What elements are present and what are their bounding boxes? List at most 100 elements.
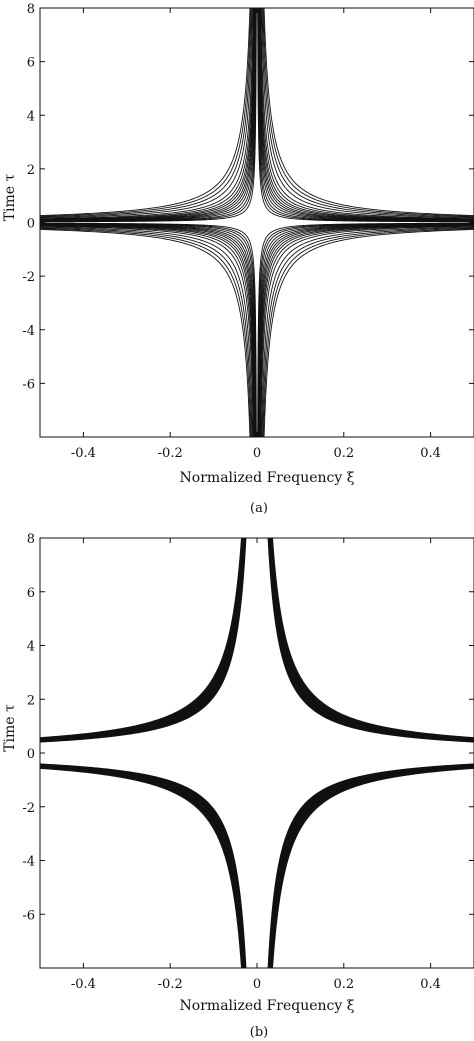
contour-line-upper-left-5 (40, 8, 256, 222)
contour-line-lower-left-14 (40, 229, 251, 437)
contour-line-lower-right-10 (270, 766, 474, 968)
panel-b-contours (40, 538, 474, 968)
y-tick-label: 6 (27, 56, 35, 71)
contour-line-lower-right-9 (259, 225, 474, 437)
y-tick-label: 4 (27, 109, 35, 124)
panel-a-x-axis-label: Normalized Frequency ξ (180, 470, 355, 486)
x-tick-label: -0.2 (158, 446, 183, 461)
panel-a: -0.4 -0.2 0 0.2 0.4 8 6 4 2 0 -2 -4 -6 Normalized F… (2, 2, 474, 516)
panel-a-x-ticks: -0.4 -0.2 0 0.2 0.4 (71, 8, 441, 461)
contour-line-lower-right-11 (261, 226, 474, 437)
y-tick-label: -6 (22, 908, 35, 923)
y-tick-label: -4 (22, 324, 35, 339)
contour-line-lower-left-8 (40, 224, 255, 437)
contour-line-upper-left-0 (40, 8, 257, 223)
contour-line-lower-left-12 (40, 766, 244, 968)
contour-line-upper-right-11 (270, 538, 474, 740)
panel-a-y-axis-label: Time τ (2, 173, 18, 221)
contour-line-lower-right-11 (270, 766, 474, 968)
contour-line-upper-left-7 (40, 8, 255, 221)
contour-line-upper-left-10 (40, 538, 244, 740)
contour-line-upper-left-1 (40, 538, 247, 743)
contour-line-upper-right-13 (262, 8, 474, 217)
x-tick-label: -0.2 (158, 977, 183, 992)
contour-line-lower-right-4 (268, 764, 474, 968)
panel-b-axes-frame (39, 537, 474, 969)
contour-line-upper-right-12 (270, 538, 474, 740)
contour-line-upper-left-9 (40, 8, 255, 220)
contour-line-upper-left-5 (40, 538, 246, 742)
contour-line-upper-right-13 (271, 538, 474, 739)
panel-a-y-ticks: 8 6 4 2 0 -2 -4 -6 (22, 2, 474, 392)
contour-line-lower-right-0 (267, 763, 474, 968)
contour-line-lower-left-9 (40, 225, 255, 437)
y-tick-label: 0 (27, 217, 35, 232)
contour-line-lower-left-8 (40, 765, 245, 968)
contour-line-upper-left-8 (40, 538, 245, 741)
contour-line-lower-left-3 (40, 223, 257, 437)
panel-a-caption: (a) (250, 501, 268, 516)
contour-line-lower-right-3 (268, 764, 474, 968)
panel-b-x-ticks: -0.4 -0.2 0 0.2 0.4 (71, 538, 441, 992)
contour-line-upper-right-7 (259, 8, 474, 221)
contour-line-lower-right-2 (257, 223, 474, 437)
contour-line-lower-right-13 (271, 767, 474, 968)
contour-line-upper-left-4 (40, 538, 246, 742)
contour-line-lower-left-1 (40, 222, 257, 437)
contour-line-upper-left-8 (40, 8, 255, 221)
x-tick-label: 0.4 (420, 977, 441, 992)
contour-line-lower-left-10 (40, 766, 244, 968)
x-tick-label: -0.4 (71, 446, 96, 461)
contour-line-lower-right-7 (269, 765, 474, 968)
contour-line-upper-right-10 (270, 538, 474, 740)
contour-line-upper-left-2 (40, 8, 257, 222)
contour-line-upper-right-7 (269, 538, 474, 741)
contour-line-upper-right-2 (268, 538, 474, 742)
contour-line-lower-right-5 (258, 223, 474, 437)
contour-line-lower-left-4 (40, 223, 256, 437)
contour-line-lower-left-7 (40, 224, 255, 437)
y-tick-label: 8 (27, 532, 35, 547)
contour-line-upper-left-1 (40, 8, 257, 223)
contour-line-lower-right-12 (270, 766, 474, 968)
contour-line-lower-left-3 (40, 764, 246, 968)
contour-line-upper-left-9 (40, 538, 244, 741)
x-tick-label: 0.2 (333, 977, 354, 992)
contour-line-upper-right-3 (257, 8, 474, 222)
y-tick-label: 6 (27, 586, 35, 601)
contour-line-upper-left-12 (40, 8, 253, 218)
panel-b-x-axis-label: Normalized Frequency ξ (180, 998, 355, 1014)
contour-line-upper-right-8 (269, 538, 474, 741)
contour-line-upper-left-2 (40, 538, 246, 742)
contour-line-upper-right-5 (268, 538, 474, 742)
contour-line-lower-left-4 (40, 764, 246, 968)
panel-b-y-axis-label: Time τ (2, 704, 18, 752)
y-tick-label: 4 (27, 640, 35, 655)
contour-line-upper-left-0 (40, 538, 247, 743)
panel-a-contours (40, 8, 474, 437)
contour-line-upper-right-0 (267, 538, 474, 743)
contour-line-upper-left-12 (40, 538, 244, 740)
contour-line-lower-right-10 (260, 225, 474, 437)
contour-line-upper-left-3 (40, 538, 246, 742)
x-tick-label: 0 (253, 977, 261, 992)
x-tick-label: 0.4 (420, 446, 441, 461)
contour-line-upper-right-3 (268, 538, 474, 742)
y-tick-label: -2 (22, 270, 35, 285)
contour-line-upper-right-6 (258, 8, 474, 221)
y-tick-label: 8 (27, 2, 35, 17)
contour-line-upper-left-10 (40, 8, 254, 220)
contour-line-lower-right-13 (262, 228, 474, 437)
contour-line-upper-right-4 (268, 538, 474, 742)
contour-line-lower-right-8 (259, 224, 474, 437)
contour-line-lower-left-13 (40, 767, 243, 968)
contour-line-upper-left-14 (40, 8, 251, 216)
y-tick-label: -4 (22, 855, 35, 870)
contour-line-lower-left-11 (40, 766, 244, 968)
y-tick-label: 2 (27, 693, 35, 708)
contour-line-upper-left-4 (40, 8, 256, 222)
contour-line-upper-left-13 (40, 538, 243, 739)
contour-line-upper-left-6 (40, 538, 245, 741)
contour-line-upper-right-1 (257, 8, 474, 223)
